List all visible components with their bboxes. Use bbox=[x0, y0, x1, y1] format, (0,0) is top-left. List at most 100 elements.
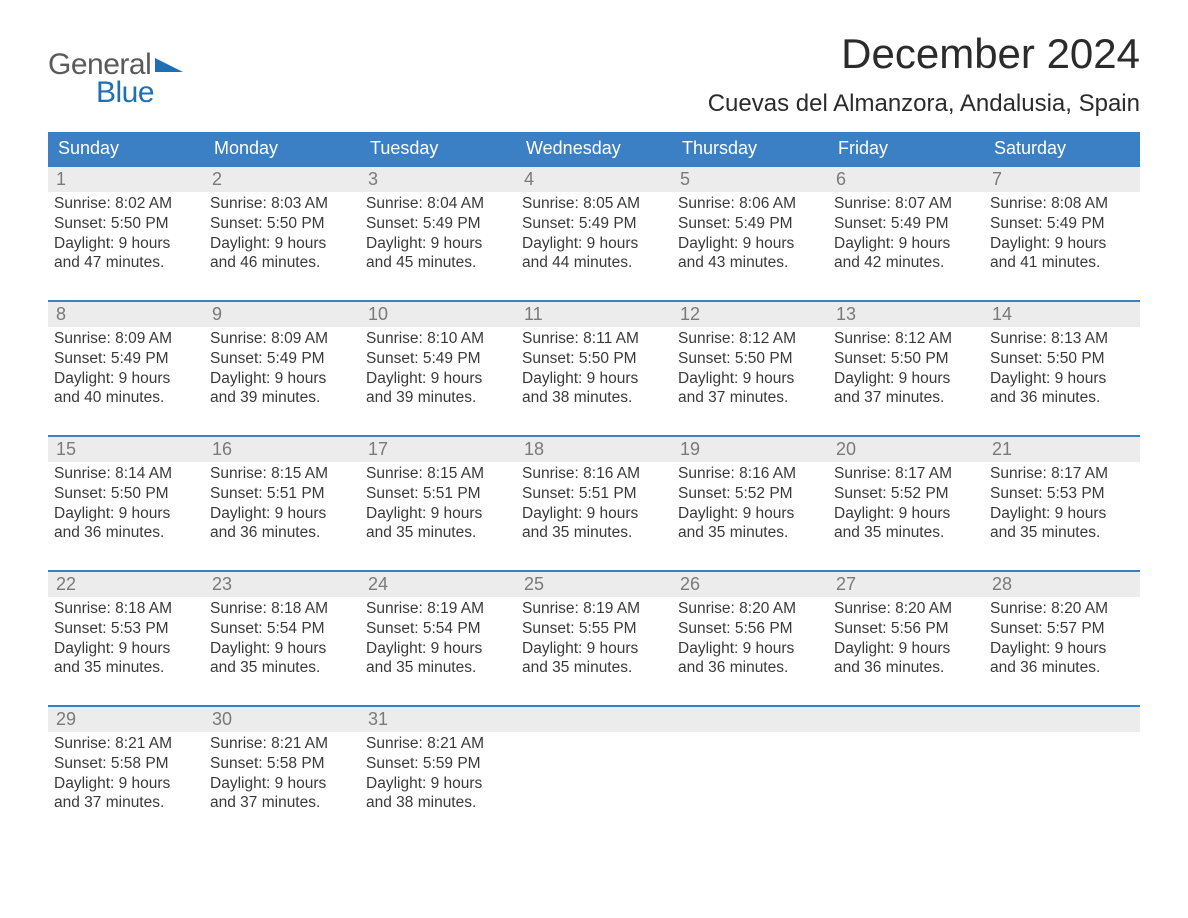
calendar-week: 22232425262728Sunrise: 8:18 AMSunset: 5:… bbox=[48, 570, 1140, 691]
daylight-text-1: Daylight: 9 hours bbox=[678, 504, 822, 524]
day-cell: Sunrise: 8:10 AMSunset: 5:49 PMDaylight:… bbox=[360, 327, 516, 421]
daylight-text-2: and 35 minutes. bbox=[678, 523, 822, 543]
sunset-text: Sunset: 5:49 PM bbox=[366, 349, 510, 369]
daylight-text-1: Daylight: 9 hours bbox=[54, 504, 198, 524]
daylight-text-2: and 46 minutes. bbox=[210, 253, 354, 273]
daylight-text-1: Daylight: 9 hours bbox=[678, 369, 822, 389]
daylight-text-2: and 38 minutes. bbox=[366, 793, 510, 813]
day-number: 23 bbox=[204, 572, 360, 597]
day-header-row: Sunday Monday Tuesday Wednesday Thursday… bbox=[48, 132, 1140, 165]
month-title: December 2024 bbox=[708, 30, 1140, 78]
daylight-text-1: Daylight: 9 hours bbox=[522, 234, 666, 254]
day-cell bbox=[672, 732, 828, 826]
sunset-text: Sunset: 5:56 PM bbox=[834, 619, 978, 639]
sunrise-text: Sunrise: 8:21 AM bbox=[210, 734, 354, 754]
sunset-text: Sunset: 5:52 PM bbox=[834, 484, 978, 504]
sunset-text: Sunset: 5:51 PM bbox=[366, 484, 510, 504]
day-cell: Sunrise: 8:09 AMSunset: 5:49 PMDaylight:… bbox=[48, 327, 204, 421]
daylight-text-2: and 35 minutes. bbox=[210, 658, 354, 678]
page-header: General Blue December 2024 Cuevas del Al… bbox=[48, 30, 1140, 118]
sunset-text: Sunset: 5:53 PM bbox=[54, 619, 198, 639]
day-number: 20 bbox=[828, 437, 984, 462]
day-number: 27 bbox=[828, 572, 984, 597]
sunrise-text: Sunrise: 8:16 AM bbox=[678, 464, 822, 484]
day-number bbox=[516, 707, 672, 732]
daylight-text-1: Daylight: 9 hours bbox=[834, 639, 978, 659]
calendar: Sunday Monday Tuesday Wednesday Thursday… bbox=[48, 132, 1140, 826]
calendar-week: 293031Sunrise: 8:21 AMSunset: 5:58 PMDay… bbox=[48, 705, 1140, 826]
day-cell: Sunrise: 8:21 AMSunset: 5:59 PMDaylight:… bbox=[360, 732, 516, 826]
day-cell: Sunrise: 8:08 AMSunset: 5:49 PMDaylight:… bbox=[984, 192, 1140, 286]
day-number: 25 bbox=[516, 572, 672, 597]
daylight-text-1: Daylight: 9 hours bbox=[522, 369, 666, 389]
sunrise-text: Sunrise: 8:09 AM bbox=[210, 329, 354, 349]
logo: General Blue bbox=[48, 48, 183, 110]
daylight-text-2: and 36 minutes. bbox=[678, 658, 822, 678]
day-body-row: Sunrise: 8:21 AMSunset: 5:58 PMDaylight:… bbox=[48, 732, 1140, 826]
location-subtitle: Cuevas del Almanzora, Andalusia, Spain bbox=[708, 90, 1140, 118]
day-cell: Sunrise: 8:15 AMSunset: 5:51 PMDaylight:… bbox=[204, 462, 360, 556]
sunrise-text: Sunrise: 8:17 AM bbox=[834, 464, 978, 484]
day-number: 1 bbox=[48, 167, 204, 192]
day-number: 6 bbox=[828, 167, 984, 192]
daylight-text-1: Daylight: 9 hours bbox=[210, 234, 354, 254]
day-cell: Sunrise: 8:16 AMSunset: 5:52 PMDaylight:… bbox=[672, 462, 828, 556]
day-number: 14 bbox=[984, 302, 1140, 327]
daylight-text-2: and 35 minutes. bbox=[522, 658, 666, 678]
sunrise-text: Sunrise: 8:09 AM bbox=[54, 329, 198, 349]
day-cell: Sunrise: 8:17 AMSunset: 5:52 PMDaylight:… bbox=[828, 462, 984, 556]
day-number: 21 bbox=[984, 437, 1140, 462]
sunrise-text: Sunrise: 8:21 AM bbox=[54, 734, 198, 754]
daylight-text-2: and 39 minutes. bbox=[366, 388, 510, 408]
sunrise-text: Sunrise: 8:13 AM bbox=[990, 329, 1134, 349]
daylight-text-1: Daylight: 9 hours bbox=[990, 504, 1134, 524]
sunrise-text: Sunrise: 8:11 AM bbox=[522, 329, 666, 349]
daylight-text-2: and 39 minutes. bbox=[210, 388, 354, 408]
daylight-text-1: Daylight: 9 hours bbox=[990, 639, 1134, 659]
daylight-text-1: Daylight: 9 hours bbox=[834, 504, 978, 524]
sunset-text: Sunset: 5:50 PM bbox=[990, 349, 1134, 369]
sunset-text: Sunset: 5:49 PM bbox=[366, 214, 510, 234]
daylight-text-2: and 47 minutes. bbox=[54, 253, 198, 273]
daylight-text-2: and 42 minutes. bbox=[834, 253, 978, 273]
daylight-text-1: Daylight: 9 hours bbox=[366, 369, 510, 389]
sunrise-text: Sunrise: 8:17 AM bbox=[990, 464, 1134, 484]
sunset-text: Sunset: 5:55 PM bbox=[522, 619, 666, 639]
day-number: 4 bbox=[516, 167, 672, 192]
day-number: 10 bbox=[360, 302, 516, 327]
day-header: Saturday bbox=[984, 132, 1140, 165]
day-cell: Sunrise: 8:21 AMSunset: 5:58 PMDaylight:… bbox=[48, 732, 204, 826]
daylight-text-1: Daylight: 9 hours bbox=[210, 639, 354, 659]
day-cell: Sunrise: 8:09 AMSunset: 5:49 PMDaylight:… bbox=[204, 327, 360, 421]
daylight-text-2: and 36 minutes. bbox=[210, 523, 354, 543]
day-number-row: 891011121314 bbox=[48, 302, 1140, 327]
day-number: 29 bbox=[48, 707, 204, 732]
sunrise-text: Sunrise: 8:21 AM bbox=[366, 734, 510, 754]
sunrise-text: Sunrise: 8:19 AM bbox=[366, 599, 510, 619]
daylight-text-1: Daylight: 9 hours bbox=[990, 234, 1134, 254]
day-cell: Sunrise: 8:21 AMSunset: 5:58 PMDaylight:… bbox=[204, 732, 360, 826]
day-cell: Sunrise: 8:20 AMSunset: 5:56 PMDaylight:… bbox=[672, 597, 828, 691]
daylight-text-2: and 43 minutes. bbox=[678, 253, 822, 273]
sunrise-text: Sunrise: 8:06 AM bbox=[678, 194, 822, 214]
day-number: 24 bbox=[360, 572, 516, 597]
sunrise-text: Sunrise: 8:12 AM bbox=[834, 329, 978, 349]
day-body-row: Sunrise: 8:02 AMSunset: 5:50 PMDaylight:… bbox=[48, 192, 1140, 286]
day-number: 22 bbox=[48, 572, 204, 597]
day-number: 9 bbox=[204, 302, 360, 327]
calendar-week: 891011121314Sunrise: 8:09 AMSunset: 5:49… bbox=[48, 300, 1140, 421]
day-number: 17 bbox=[360, 437, 516, 462]
sunset-text: Sunset: 5:51 PM bbox=[210, 484, 354, 504]
day-body-row: Sunrise: 8:18 AMSunset: 5:53 PMDaylight:… bbox=[48, 597, 1140, 691]
daylight-text-2: and 36 minutes. bbox=[990, 658, 1134, 678]
daylight-text-2: and 37 minutes. bbox=[678, 388, 822, 408]
sunset-text: Sunset: 5:58 PM bbox=[210, 754, 354, 774]
day-cell: Sunrise: 8:07 AMSunset: 5:49 PMDaylight:… bbox=[828, 192, 984, 286]
day-number: 26 bbox=[672, 572, 828, 597]
sunrise-text: Sunrise: 8:20 AM bbox=[834, 599, 978, 619]
daylight-text-2: and 37 minutes. bbox=[834, 388, 978, 408]
day-header: Monday bbox=[204, 132, 360, 165]
sunrise-text: Sunrise: 8:15 AM bbox=[210, 464, 354, 484]
day-header: Sunday bbox=[48, 132, 204, 165]
day-cell: Sunrise: 8:14 AMSunset: 5:50 PMDaylight:… bbox=[48, 462, 204, 556]
